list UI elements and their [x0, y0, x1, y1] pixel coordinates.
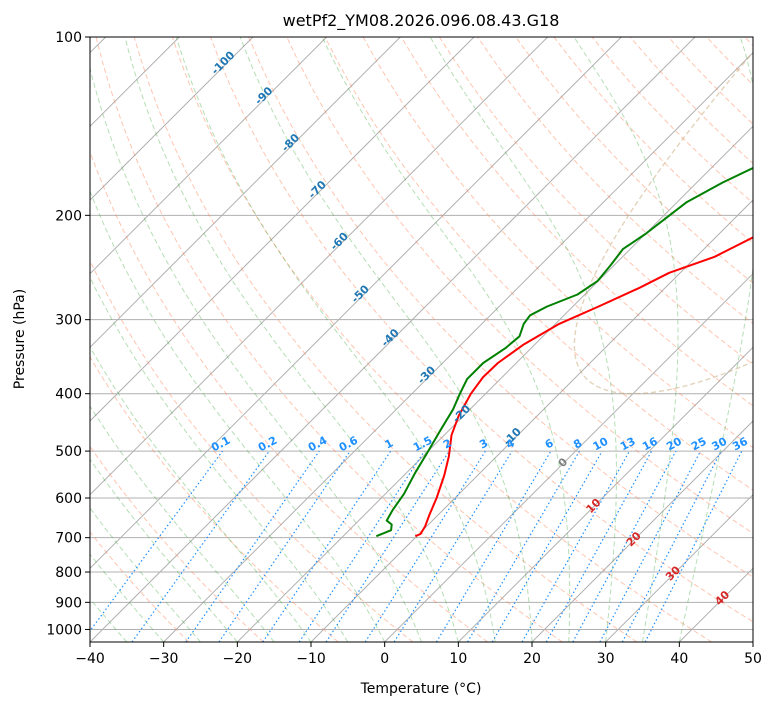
moist-adiabat [239, 37, 533, 642]
isotherm-line [163, 51, 753, 642]
isotherm-line [90, 37, 328, 275]
mixing-ratio-line [491, 450, 603, 642]
dry-adiabat [90, 259, 414, 642]
dry-adiabat [133, 37, 638, 642]
mixing-ratio-line [435, 450, 552, 642]
background-lines [90, 37, 753, 642]
moist-adiabat [90, 458, 238, 642]
mixing-ratio-label: 36 [730, 435, 750, 454]
isotherm-line [384, 272, 753, 642]
mixing-ratio-line [325, 450, 450, 642]
dry-adiabat [248, 37, 753, 578]
isotherm-line [90, 37, 549, 496]
mixing-ratio-line [364, 450, 486, 642]
x-tick-label: 30 [597, 651, 615, 667]
temperature-line [414, 236, 753, 538]
isotherm-line [531, 420, 753, 642]
dry-adiabat [90, 150, 488, 642]
y-axis-label: Pressure (hPa) [12, 289, 28, 389]
moist-adiabat [175, 37, 496, 642]
dry-adiabat [90, 531, 190, 642]
dry-adiabat [95, 37, 563, 642]
dry-adiabat [573, 55, 753, 395]
mixing-ratio-line [572, 450, 677, 642]
y-tick-label: 700 [55, 531, 82, 547]
moist-adiabat [678, 37, 753, 642]
x-axis: −40 −30 −20 −10 0 10 20 30 40 50 [75, 642, 762, 667]
mixing-ratio-label: 20 [664, 435, 684, 454]
mixing-ratio-line [185, 450, 320, 642]
y-tick-label: 300 [55, 313, 82, 329]
moist-adiabat [90, 189, 386, 642]
chart-title: wetPf2_YM08.2026.096.08.43.G18 [283, 11, 560, 31]
y-tick-label: 400 [55, 387, 82, 403]
y-axis: 100 200 300 400 500 600 700 800 900 1000 [46, 30, 90, 638]
moist-adiabat [90, 276, 349, 642]
dry-adiabat [171, 37, 712, 642]
x-tick-label: 20 [523, 651, 541, 667]
x-axis-label: Temperature (°C) [360, 681, 482, 697]
x-tick-label: −30 [149, 651, 179, 667]
isotherm-line [90, 37, 254, 201]
moist-adiabat [90, 346, 312, 642]
y-tick-label: 100 [55, 30, 82, 46]
x-tick-label: −40 [75, 651, 105, 667]
plot-area [90, 37, 753, 642]
dry-adiabat [324, 37, 753, 491]
dewpoint-line [375, 166, 753, 538]
x-tick-label: 0 [380, 651, 389, 667]
isotherm-line [90, 37, 475, 422]
dry-adiabat [210, 37, 753, 623]
isotherm-line [90, 37, 401, 349]
dry-adiabat [515, 37, 753, 284]
isotherm-line [310, 199, 753, 642]
x-tick-label: −10 [296, 651, 326, 667]
mixing-ratio-line [466, 450, 580, 642]
dry-adiabat [90, 356, 339, 642]
mixing-ratio-label: 16 [640, 435, 660, 454]
x-tick-label: −20 [223, 651, 253, 667]
moist-adiabat [90, 66, 422, 642]
mixing-ratio-line [545, 450, 653, 642]
x-tick-label: 50 [744, 651, 762, 667]
mixing-ratio-line [393, 450, 513, 642]
moist-adiabat [90, 405, 275, 642]
profile-lines [375, 166, 753, 538]
moist-adiabat [429, 37, 617, 642]
y-tick-label: 900 [55, 595, 82, 611]
mixing-ratio-line [521, 450, 631, 642]
y-tick-label: 500 [55, 444, 82, 460]
mixing-ratio-label: 10 [591, 435, 611, 454]
x-tick-label: 40 [670, 651, 688, 667]
mixing-ratio-label: 30 [710, 435, 730, 454]
isotherm-line [236, 125, 753, 642]
x-tick-label: 10 [449, 651, 467, 667]
dry-adiabat [90, 445, 264, 642]
y-tick-label: 1000 [46, 622, 82, 638]
y-tick-label: 200 [55, 208, 82, 224]
isotherm-line [605, 493, 753, 642]
moist-adiabat [573, 37, 679, 642]
plot-frame [89, 36, 754, 643]
y-tick-label: 600 [55, 491, 82, 507]
mixing-ratio-label: 25 [689, 435, 709, 454]
isotherm-line [90, 37, 696, 642]
isotherm-line [457, 346, 753, 642]
isotherm-line [90, 37, 622, 570]
moist-adiabat [124, 37, 459, 642]
mixing-ratio-line [218, 450, 351, 642]
y-tick-label: 800 [55, 565, 82, 581]
mixing-ratio-label: 13 [618, 435, 638, 454]
dry-adiabat [400, 37, 753, 407]
